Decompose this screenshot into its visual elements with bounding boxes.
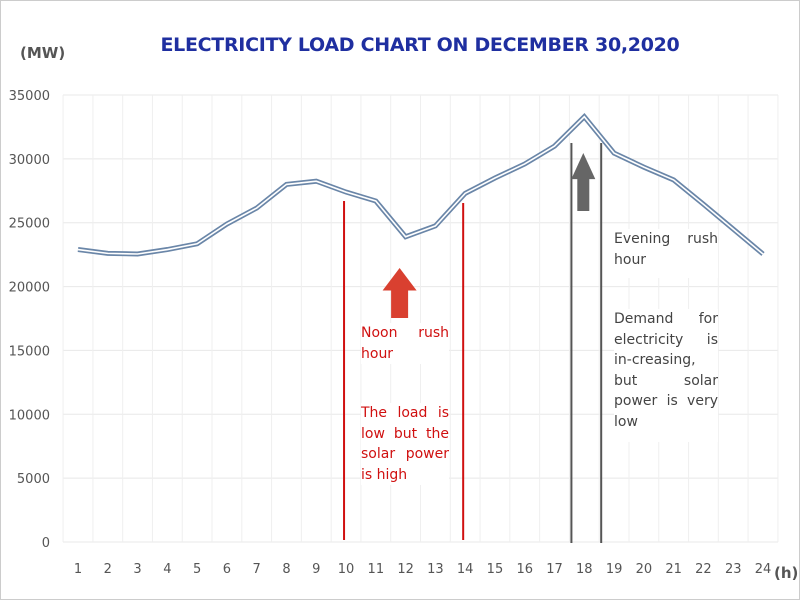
x-tick-label: 11 <box>368 562 385 577</box>
y-axis-label: (MW) <box>20 44 66 62</box>
x-tick-label: 19 <box>606 562 623 577</box>
x-axis-label: (h) <box>774 564 799 582</box>
x-tick-label: 3 <box>133 562 141 577</box>
x-tick-label: 22 <box>695 562 712 577</box>
noon-arrow-icon <box>382 268 417 318</box>
load-line-inner <box>77 115 764 255</box>
x-tick-label: 2 <box>104 562 112 577</box>
x-tick-label: 10 <box>338 562 355 577</box>
y-tick-label: 25000 <box>9 217 50 232</box>
y-tick-label: 15000 <box>9 344 50 359</box>
x-tick-label: 9 <box>312 562 320 577</box>
x-tick-label: 16 <box>516 562 533 577</box>
x-tick-label: 8 <box>282 562 290 577</box>
x-tick-label: 18 <box>576 562 593 577</box>
noon-text: The load is low but the solar power is h… <box>361 403 449 485</box>
y-tick-label: 30000 <box>9 153 50 168</box>
x-tick-label: 12 <box>397 562 414 577</box>
x-tick-label: 23 <box>725 562 742 577</box>
y-tick-label: 5000 <box>17 472 50 487</box>
y-tick-label: 10000 <box>9 408 50 423</box>
x-tick-label: 20 <box>636 562 653 577</box>
x-tick-label: 4 <box>163 562 171 577</box>
x-tick-label: 14 <box>457 562 474 577</box>
chart-title: ELECTRICITY LOAD CHART ON DECEMBER 30,20… <box>160 34 680 56</box>
x-tick-label: 17 <box>546 562 563 577</box>
x-tick-label: 13 <box>427 562 444 577</box>
x-tick-label: 5 <box>193 562 201 577</box>
noon-heading: Noon rush hour <box>361 323 449 364</box>
y-tick-label: 0 <box>42 536 50 551</box>
x-tick-label: 24 <box>755 562 772 577</box>
x-tick-label: 6 <box>223 562 231 577</box>
x-tick-label: 7 <box>253 562 261 577</box>
x-tick-label: 1 <box>74 562 82 577</box>
x-tick-label: 15 <box>487 562 504 577</box>
y-tick-label: 20000 <box>9 281 50 296</box>
evening-heading: Evening rush hour <box>614 229 718 278</box>
evening-text: Demand for electricity is in-creasing, b… <box>614 309 718 442</box>
evening-arrow-icon <box>571 153 596 211</box>
y-tick-label: 35000 <box>9 89 50 104</box>
x-tick-label: 21 <box>665 562 682 577</box>
